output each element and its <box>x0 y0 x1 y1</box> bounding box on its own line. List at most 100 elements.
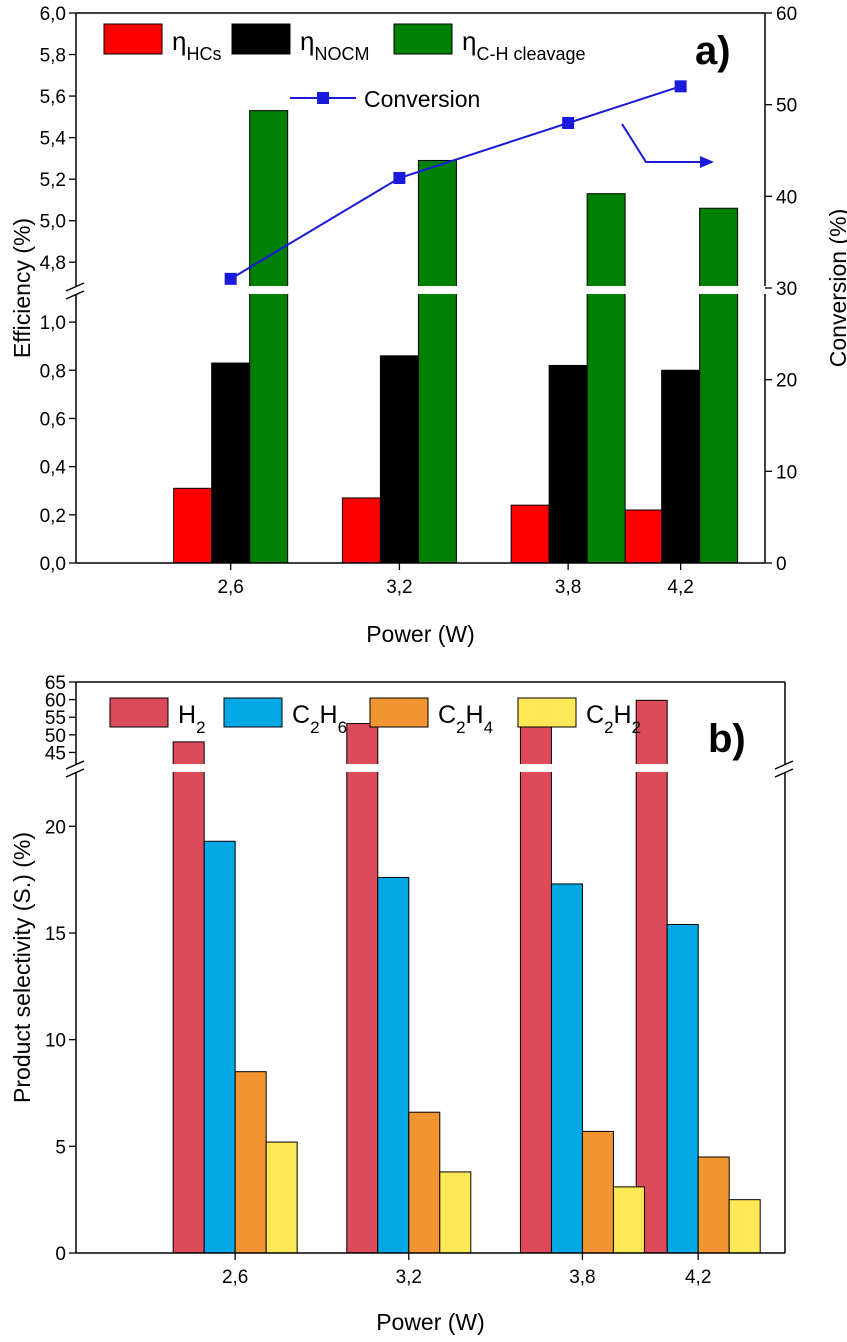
axis-break-mark <box>65 768 85 778</box>
y-tick-label: 5,8 <box>40 46 66 67</box>
y2-tick-label: 0 <box>776 554 787 575</box>
bar-c2h2-2-6 <box>265 1141 298 1254</box>
legend-swatch-h2 <box>109 697 169 728</box>
bar-c-h-cleavage-3-8 <box>586 193 626 564</box>
x-axis-title: Power (W) <box>376 1309 485 1335</box>
conversion-point-2-6 <box>224 272 237 285</box>
legend-swatch-c2h6 <box>223 697 283 728</box>
legend-label-conversion: Conversion <box>364 86 480 112</box>
legend-label-c-h-cleavage: ηC-H cleavage <box>462 26 586 64</box>
conversion-point-3-8 <box>562 117 575 129</box>
bar-c2h4-4-2 <box>697 1156 730 1254</box>
bar-c2h2-3-2 <box>439 1171 472 1254</box>
legend-label-c2h4: C2H4 <box>438 701 493 737</box>
y-tick-label: 5,4 <box>40 129 67 150</box>
y-axis-title: Efficiency (%) <box>9 218 35 358</box>
bar-c2h6-4-2 <box>666 923 699 1254</box>
y-tick-label: 5,0 <box>40 212 66 233</box>
x-tick-label: 3,2 <box>386 577 412 598</box>
x-tick-label: 3,8 <box>555 577 581 598</box>
y2-tick-label: 10 <box>776 462 797 483</box>
x-tick-label: 3,2 <box>396 1267 422 1288</box>
y-tick-label: 4,8 <box>40 253 66 274</box>
right-axis-arrow <box>621 123 700 163</box>
legend-swatch-c-h-cleavage <box>393 23 453 55</box>
right-axis-arrow-head <box>700 156 714 168</box>
y2-tick-label: 30 <box>776 279 797 300</box>
bar-hcs-4-2 <box>623 509 663 564</box>
y-tick-label: 10 <box>45 1031 66 1052</box>
y-tick-label: 45 <box>45 743 66 764</box>
bar-c-h-cleavage-4-2 <box>699 207 739 564</box>
y-tick-label: 0,4 <box>40 458 67 479</box>
panel-label-b: b) <box>708 717 746 761</box>
axis-break-gap <box>62 286 779 294</box>
bar-hcs-3-8 <box>510 504 550 564</box>
bar-c-h-cleavage-2-6 <box>249 110 289 564</box>
y-axis-title: Product selectivity (S.) (%) <box>9 832 35 1103</box>
legend-swatch-nocm <box>231 23 291 55</box>
legend-marker-conversion <box>317 92 329 104</box>
y-tick-label: 1,0 <box>40 313 66 334</box>
y2-tick-label: 40 <box>776 187 797 208</box>
bar-nocm-3-2 <box>379 355 419 564</box>
y-tick-label: 60 <box>45 691 66 712</box>
panel-label-a: a) <box>695 29 731 73</box>
y-tick-label: 15 <box>45 924 66 945</box>
y-tick-label: 0,0 <box>40 554 66 575</box>
bar-c2h4-3-2 <box>408 1111 441 1254</box>
y-tick-label: 6,0 <box>40 4 66 25</box>
conversion-point-3-2 <box>393 172 406 184</box>
y-tick-label: 5,2 <box>40 170 66 191</box>
y-tick-label: 65 <box>45 673 66 694</box>
axis-break-mark <box>774 760 794 770</box>
bar-hcs-3-2 <box>341 497 381 564</box>
x-tick-label: 3,8 <box>569 1267 595 1288</box>
x-tick-label: 2,6 <box>222 1267 248 1288</box>
legend-label-hcs: ηHCs <box>172 26 221 64</box>
y-tick-label: 55 <box>45 708 66 729</box>
x-tick-label: 4,2 <box>685 1267 711 1288</box>
y2-tick-label: 60 <box>776 4 797 25</box>
y-tick-label: 0,2 <box>40 506 66 527</box>
legend-label-c2h2: C2H2 <box>586 701 641 737</box>
y2-tick-label: 20 <box>776 371 797 392</box>
bar-h2-3-8 <box>519 717 552 1254</box>
bar-h2-2-6 <box>172 741 205 1254</box>
conversion-line <box>230 85 681 280</box>
bar-c2h4-2-6 <box>234 1071 267 1254</box>
y2-axis-title: Conversion (%) <box>825 209 847 368</box>
y-tick-label: 5,6 <box>40 87 66 108</box>
y-tick-label: 20 <box>45 817 66 838</box>
bar-h2-4-2 <box>635 699 668 1254</box>
bar-c2h6-3-8 <box>550 883 583 1254</box>
bar-c-h-cleavage-3-2 <box>417 159 457 564</box>
axis-break-mark <box>65 282 85 292</box>
legend-swatch-c2h4 <box>369 697 429 728</box>
y-tick-label: 0,8 <box>40 361 66 382</box>
legend-label-nocm: ηNOCM <box>300 26 369 64</box>
bar-c2h2-3-8 <box>612 1186 645 1254</box>
x-tick-label: 2,6 <box>217 577 243 598</box>
conversion-point-4-2 <box>674 80 687 93</box>
bar-hcs-2-6 <box>173 487 213 564</box>
bar-nocm-4-2 <box>661 369 701 564</box>
panel-a-efficiency-chart: 0,0 0,2 0,4 0,6 0,8 1,0 4,8 5,0 5,2 5,4 5,6 5,8 6,0 0… <box>9 4 847 647</box>
axis-break-mark <box>774 768 794 778</box>
axis-break-mark <box>65 760 85 770</box>
x-axis-title: Power (W) <box>366 621 475 647</box>
legend-label-c2h6: C2H6 <box>292 701 347 737</box>
y-tick-label: 5 <box>55 1137 66 1158</box>
bar-c2h6-2-6 <box>203 840 236 1254</box>
y2-tick-label: 50 <box>776 96 797 117</box>
legend-swatch-hcs <box>103 23 163 55</box>
bar-nocm-2-6 <box>211 362 251 564</box>
y-tick-label: 0,6 <box>40 409 66 430</box>
bar-c2h6-3-2 <box>377 877 410 1254</box>
legend-label-h2: H2 <box>178 701 206 737</box>
bar-h2-3-2 <box>346 723 379 1254</box>
bar-c2h2-4-2 <box>728 1199 761 1254</box>
x-tick-label: 4,2 <box>667 577 693 598</box>
